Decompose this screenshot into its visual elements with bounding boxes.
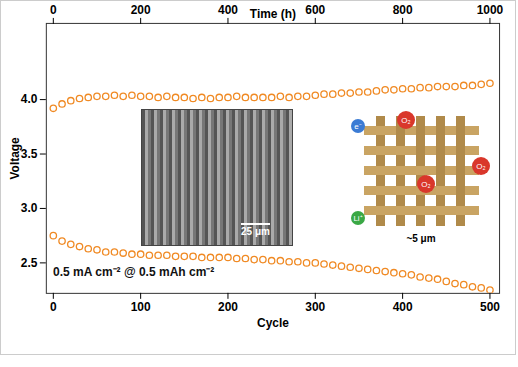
svg-text:Time (h): Time (h)	[250, 7, 296, 21]
svg-text:3.5: 3.5	[21, 147, 38, 161]
svg-text:2.5: 2.5	[21, 256, 38, 270]
svg-text:400: 400	[218, 3, 238, 17]
html-text:25 μm: 25 μm	[241, 226, 270, 237]
svg-text:4.0: 4.0	[21, 92, 38, 106]
svg-text:300: 300	[305, 300, 325, 314]
svg-text:400: 400	[393, 300, 413, 314]
svg-text:e⁻: e⁻	[354, 122, 361, 131]
svg-text:3.0: 3.0	[21, 201, 38, 215]
svg-text:Cycle: Cycle	[257, 316, 289, 330]
svg-text:0: 0	[50, 3, 57, 17]
svg-text:200: 200	[131, 3, 151, 17]
svg-text:Voltage: Voltage	[8, 137, 22, 180]
svg-text:O₂: O₂	[421, 180, 430, 189]
svg-text:100: 100	[131, 300, 151, 314]
svg-text:800: 800	[393, 3, 413, 17]
svg-text:~5 μm: ~5 μm	[406, 233, 435, 244]
svg-text:O₂: O₂	[476, 162, 485, 171]
svg-text:0: 0	[50, 300, 57, 314]
svg-text:200: 200	[218, 300, 238, 314]
svg-text:Li⁺: Li⁺	[353, 214, 362, 223]
svg-text:600: 600	[305, 3, 325, 17]
svg-text:500: 500	[480, 300, 500, 314]
svg-text:1000: 1000	[477, 3, 504, 17]
html-text:0.5 mA cm⁻² @ 0.5 mAh cm⁻²: 0.5 mA cm⁻² @ 0.5 mAh cm⁻²	[53, 265, 215, 279]
svg-text:O₂: O₂	[401, 116, 410, 125]
